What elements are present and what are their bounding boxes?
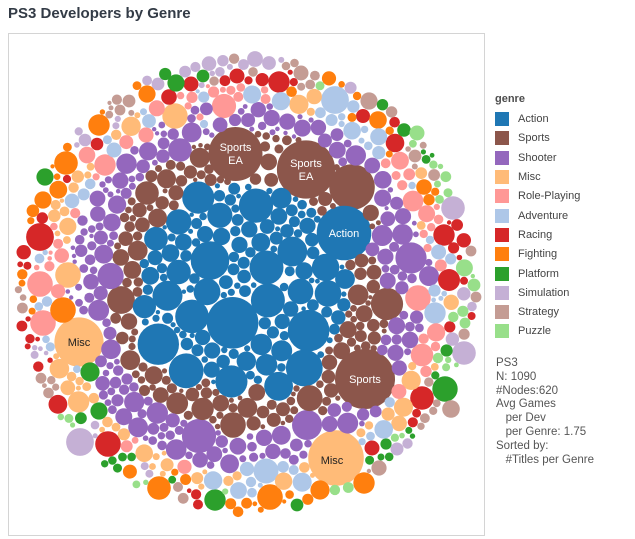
svg-text:Misc: Misc bbox=[68, 337, 91, 349]
svg-text:EA: EA bbox=[299, 171, 314, 183]
svg-text:EA: EA bbox=[228, 155, 243, 167]
svg-text:Sports: Sports bbox=[349, 374, 381, 386]
svg-text:Misc: Misc bbox=[321, 455, 344, 467]
svg-text:Action: Action bbox=[329, 228, 360, 240]
svg-text:Sports: Sports bbox=[220, 142, 252, 154]
svg-text:Sports: Sports bbox=[290, 158, 322, 170]
